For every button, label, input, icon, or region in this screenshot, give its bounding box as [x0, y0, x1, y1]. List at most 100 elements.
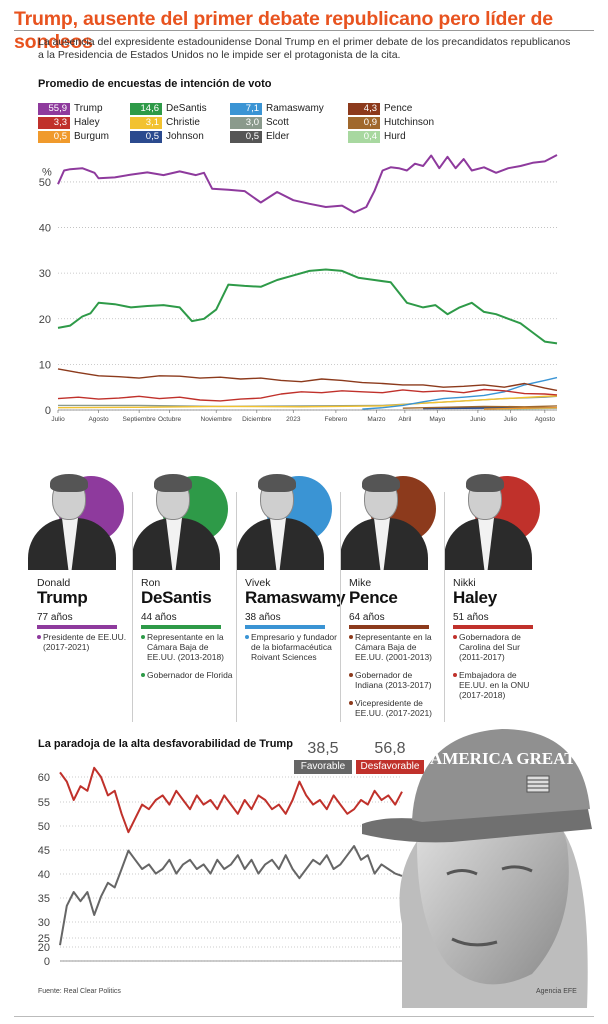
- y-axis-unit: %: [42, 166, 52, 178]
- candidate-desantis: Ron DeSantis 44 años Representante en la Cá…: [126, 420, 233, 725]
- column-separator: [444, 492, 445, 722]
- legend-value: 0,5: [130, 130, 162, 143]
- poll-chart: 0 10 20 30 40 50% Julio Agosto Septiembre Octubre…: [39, 154, 558, 423]
- candidate-roles: Representante en la Cámara Baja de EE.UU…: [349, 632, 441, 726]
- bullet-icon: [349, 635, 353, 639]
- y-tick-label: 25: [38, 933, 50, 945]
- legend-label: Hutchinson: [384, 117, 435, 128]
- legend-label: DeSantis: [166, 103, 207, 114]
- person-silhouette: [440, 470, 532, 570]
- y-tick-label: 20: [39, 314, 51, 326]
- series-line-christie: [57, 395, 558, 409]
- y-tick-label: 40: [38, 869, 50, 881]
- series-line-burgum: [483, 407, 558, 410]
- agency-credit: Agencia EFE: [536, 988, 577, 995]
- legend-item-elder: 0,5 Elder: [230, 130, 289, 143]
- y-tick-label: 10: [39, 359, 51, 371]
- x-tick-label: Noviembre: [201, 416, 233, 423]
- series-line-scott: [58, 395, 558, 408]
- source-note: Fuente: Real Clear Politics: [38, 988, 121, 995]
- candidate-color-bar: [349, 625, 429, 629]
- candidate-last-name: DeSantis: [141, 588, 212, 607]
- favorable-summary: 38,5 Favorable: [294, 740, 352, 774]
- poll-chart-title: Promedio de encuestas de intención de vo…: [38, 78, 272, 90]
- bullet-icon: [453, 635, 457, 639]
- legend-label: Trump: [74, 103, 103, 114]
- candidate-age: 64 años: [349, 612, 385, 623]
- unfavorable-summary: 56,8 Desfavorable: [356, 740, 424, 774]
- legend-item-ramaswamy: 7,1 Ramaswamy: [230, 102, 324, 115]
- x-tick-label: Junio: [470, 416, 486, 423]
- bullet-icon: [37, 635, 41, 639]
- legend-value: 14,6: [130, 102, 162, 115]
- y-tick-label: 60: [38, 772, 50, 784]
- x-tick-label: Marzo: [367, 416, 385, 423]
- bullet-icon: [141, 673, 145, 677]
- bullet-icon: [349, 673, 353, 677]
- bullet-icon: [141, 635, 145, 639]
- candidate-profiles: Donald Trump 77 años Presidente de EE.UU. (…: [22, 420, 582, 725]
- y-tick-label: 20: [38, 942, 50, 954]
- legend-value: 3,1: [130, 116, 162, 129]
- legend-label: Elder: [266, 131, 290, 142]
- page-subtitle: La ausencia del expresidente estadounide…: [38, 36, 571, 61]
- legend-value: 7,1: [230, 102, 262, 115]
- unfavorable-value: 56,8: [374, 740, 406, 757]
- y-tick-label: 0: [44, 956, 50, 968]
- candidate-roles: Gobernadora de Carolina del Sur (2011-20…: [453, 632, 545, 708]
- favorability-chart-title: La paradoja de la alta desfavorabilidad …: [38, 738, 293, 750]
- favorable-badge: Favorable: [294, 760, 352, 774]
- x-tick-label: Febrero: [325, 416, 348, 423]
- series-line-hutchinson: [402, 405, 558, 409]
- candidate-first-name: Nikki: [453, 577, 476, 589]
- candidate-first-name: Donald: [37, 577, 71, 589]
- x-tick-label: Julio: [51, 416, 65, 423]
- role-item: Embajadora de EE.UU. en la ONU (2017-201…: [453, 670, 545, 700]
- role-item: Representante en la Cámara Baja de EE.UU…: [141, 632, 233, 662]
- candidate-roles: Empresario y fundador de la biofarmacéut…: [245, 632, 337, 670]
- legend-value: 0,4: [348, 130, 380, 143]
- y-tick-label: 30: [38, 917, 50, 929]
- legend-value: 55,9: [38, 102, 70, 115]
- candidate-age: 44 años: [141, 612, 177, 623]
- legend-value: 0,5: [230, 130, 262, 143]
- legend-item-hutchinson: 0,9 Hutchinson: [348, 116, 434, 129]
- x-tick-label: Agosto: [88, 416, 109, 423]
- legend-value: 3,3: [38, 116, 70, 129]
- legend-label: Johnson: [166, 131, 204, 142]
- legend-label: Pence: [384, 103, 413, 114]
- candidate-portrait: [334, 420, 439, 570]
- candidate-last-name: Haley: [453, 588, 497, 607]
- candidate-age: 77 años: [37, 612, 73, 623]
- bottom-divider: [14, 1016, 594, 1017]
- legend-item-burgum: 0,5 Burgum: [38, 130, 109, 143]
- series-line-desantis: [57, 268, 558, 345]
- legend-item-hurd: 0,4 Hurd: [348, 130, 406, 143]
- legend-item-christie: 3,1 Christie: [130, 116, 200, 129]
- y-tick-label: 50: [38, 821, 50, 833]
- role-item: Empresario y fundador de la biofarmacéut…: [245, 632, 337, 662]
- legend-value: 0,5: [38, 130, 70, 143]
- y-tick-label: 55: [38, 797, 50, 809]
- candidate-last-name: Ramaswamy: [245, 588, 346, 607]
- candidate-color-bar: [453, 625, 533, 629]
- series-line-trump: [57, 154, 558, 214]
- column-separator: [236, 492, 237, 722]
- role-item: Gobernadora de Carolina del Sur (2011-20…: [453, 632, 545, 662]
- series-line-favorable: [59, 845, 403, 946]
- legend-item-pence: 4,3 Pence: [348, 102, 412, 115]
- x-tick-label: Diciembre: [242, 416, 272, 423]
- candidate-roles: Representante en la Cámara Baja de EE.UU…: [141, 632, 233, 688]
- person-silhouette: [336, 470, 428, 570]
- y-tick-label: 50: [39, 177, 51, 189]
- legend-item-scott: 3,0 Scott: [230, 116, 289, 129]
- favorable-value: 38,5: [307, 740, 339, 757]
- legend-label: Ramaswamy: [266, 103, 324, 114]
- x-tick-label: Septiembre: [123, 416, 157, 423]
- legend-value: 0,9: [348, 116, 380, 129]
- column-separator: [132, 492, 133, 722]
- x-tick-label: Agosto: [535, 416, 556, 423]
- candidate-portrait: [438, 420, 543, 570]
- role-item: Gobernador de Indiana (2013-2017): [349, 670, 441, 690]
- bullet-icon: [453, 673, 457, 677]
